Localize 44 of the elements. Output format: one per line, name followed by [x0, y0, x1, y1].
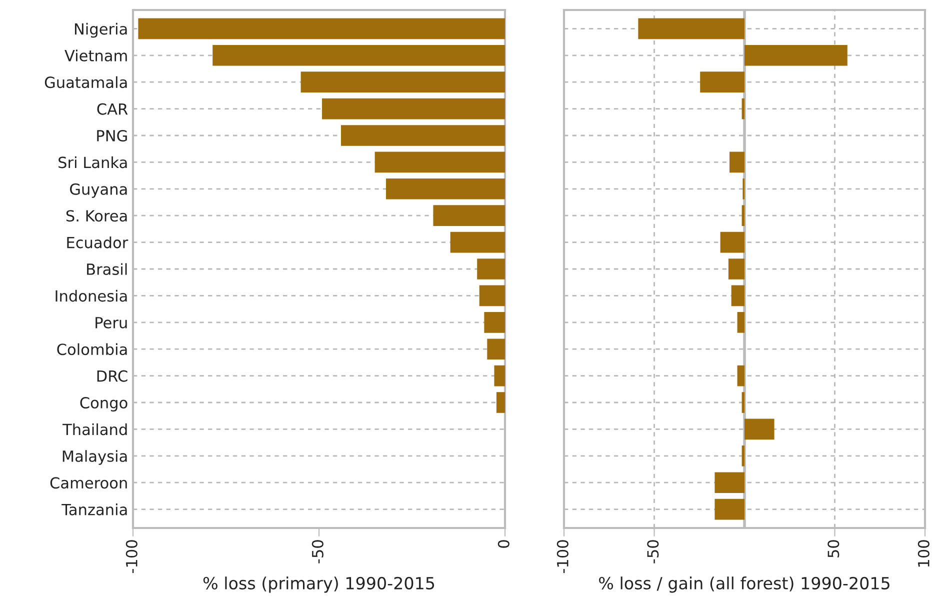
- bar: [744, 44, 848, 66]
- y-tick-label: Thailand: [62, 423, 127, 436]
- y-tick-label: CAR: [97, 103, 128, 115]
- x-tick-label: 100: [918, 540, 930, 567]
- y-tick-label: Vietnam: [64, 50, 127, 62]
- y-tick-label: PNG: [97, 130, 127, 142]
- bar: [731, 285, 744, 306]
- bar: [742, 392, 744, 413]
- y-tick-label: S. Korea: [66, 210, 127, 222]
- y-tick-label: DRC: [97, 370, 128, 382]
- bar: [730, 152, 744, 173]
- y-tick-label: Malaysia: [62, 450, 127, 465]
- x-tick-label: -100: [556, 540, 568, 574]
- y-tick-label: Indonesia: [56, 290, 127, 302]
- x-tick-label: 0: [498, 540, 510, 548]
- bar: [728, 258, 744, 280]
- bar: [744, 418, 774, 440]
- bar: [742, 445, 744, 466]
- y-tick-label: Tanzania: [62, 504, 127, 516]
- bar: [700, 72, 744, 93]
- bar: [720, 232, 744, 253]
- y-tick-label: Brasil: [87, 263, 127, 276]
- y-tick-label: Guyana: [70, 183, 127, 198]
- y-tick-label: Cameroon: [50, 477, 127, 489]
- bar: [638, 18, 744, 40]
- x-axis-title: % loss (primary) 1990-2015: [203, 576, 434, 593]
- bar: [737, 312, 744, 333]
- x-axis-title: % loss / gain (all forest) 1990-2015: [599, 576, 890, 593]
- y-tick-label: Congo: [80, 396, 128, 412]
- bar: [714, 498, 744, 520]
- y-tick-label: Colombia: [57, 343, 127, 356]
- x-tick-label: -50: [312, 540, 324, 564]
- y-tick-label: Ecuador: [67, 236, 128, 248]
- bar: [714, 472, 744, 494]
- bar: [742, 205, 744, 226]
- y-tick-label: Peru: [96, 317, 127, 328]
- x-tick-label: -100: [126, 540, 138, 574]
- x-tick-label: -50: [647, 540, 659, 564]
- y-tick-label: Nigeria: [74, 22, 127, 38]
- x-tick-label: 50: [828, 540, 840, 558]
- bar: [737, 365, 744, 386]
- y-tick-label: Guatamala: [44, 76, 127, 88]
- y-tick-label: Sri Lanka: [58, 156, 127, 168]
- bar: [742, 98, 744, 120]
